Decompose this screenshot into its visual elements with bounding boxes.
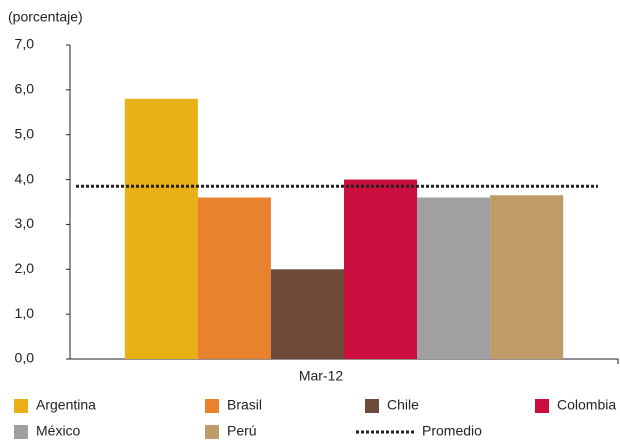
legend-label: México	[36, 423, 81, 439]
y-tick-label: 6,0	[15, 81, 35, 97]
legend-swatch	[535, 399, 549, 413]
legend-label: Promedio	[422, 423, 482, 439]
legend-swatch	[205, 399, 219, 413]
bar	[197, 197, 271, 359]
legend-swatch	[365, 399, 379, 413]
x-tick-label: Mar-12	[299, 368, 344, 384]
legend-swatch	[14, 399, 28, 413]
bar	[270, 269, 344, 359]
y-tick-label: 2,0	[15, 260, 35, 276]
bar	[124, 98, 198, 359]
legend-label: Brasil	[227, 397, 262, 413]
y-axis-label: (porcentaje)	[8, 9, 83, 25]
y-tick-label: 1,0	[15, 305, 35, 321]
y-tick-label: 7,0	[15, 36, 35, 52]
y-tick-label: 5,0	[15, 125, 35, 141]
bar	[490, 195, 564, 359]
y-tick-label: 3,0	[15, 215, 35, 231]
bar	[344, 179, 418, 359]
legend-label: Perú	[227, 423, 257, 439]
y-tick-label: 4,0	[15, 170, 35, 186]
legend-label: Argentina	[36, 397, 96, 413]
legend-swatch	[205, 425, 219, 439]
bar	[417, 197, 491, 359]
legend-swatch	[14, 425, 28, 439]
y-tick-label: 0,0	[15, 350, 35, 366]
legend-label: Colombia	[557, 397, 616, 413]
legend-label: Chile	[387, 397, 419, 413]
